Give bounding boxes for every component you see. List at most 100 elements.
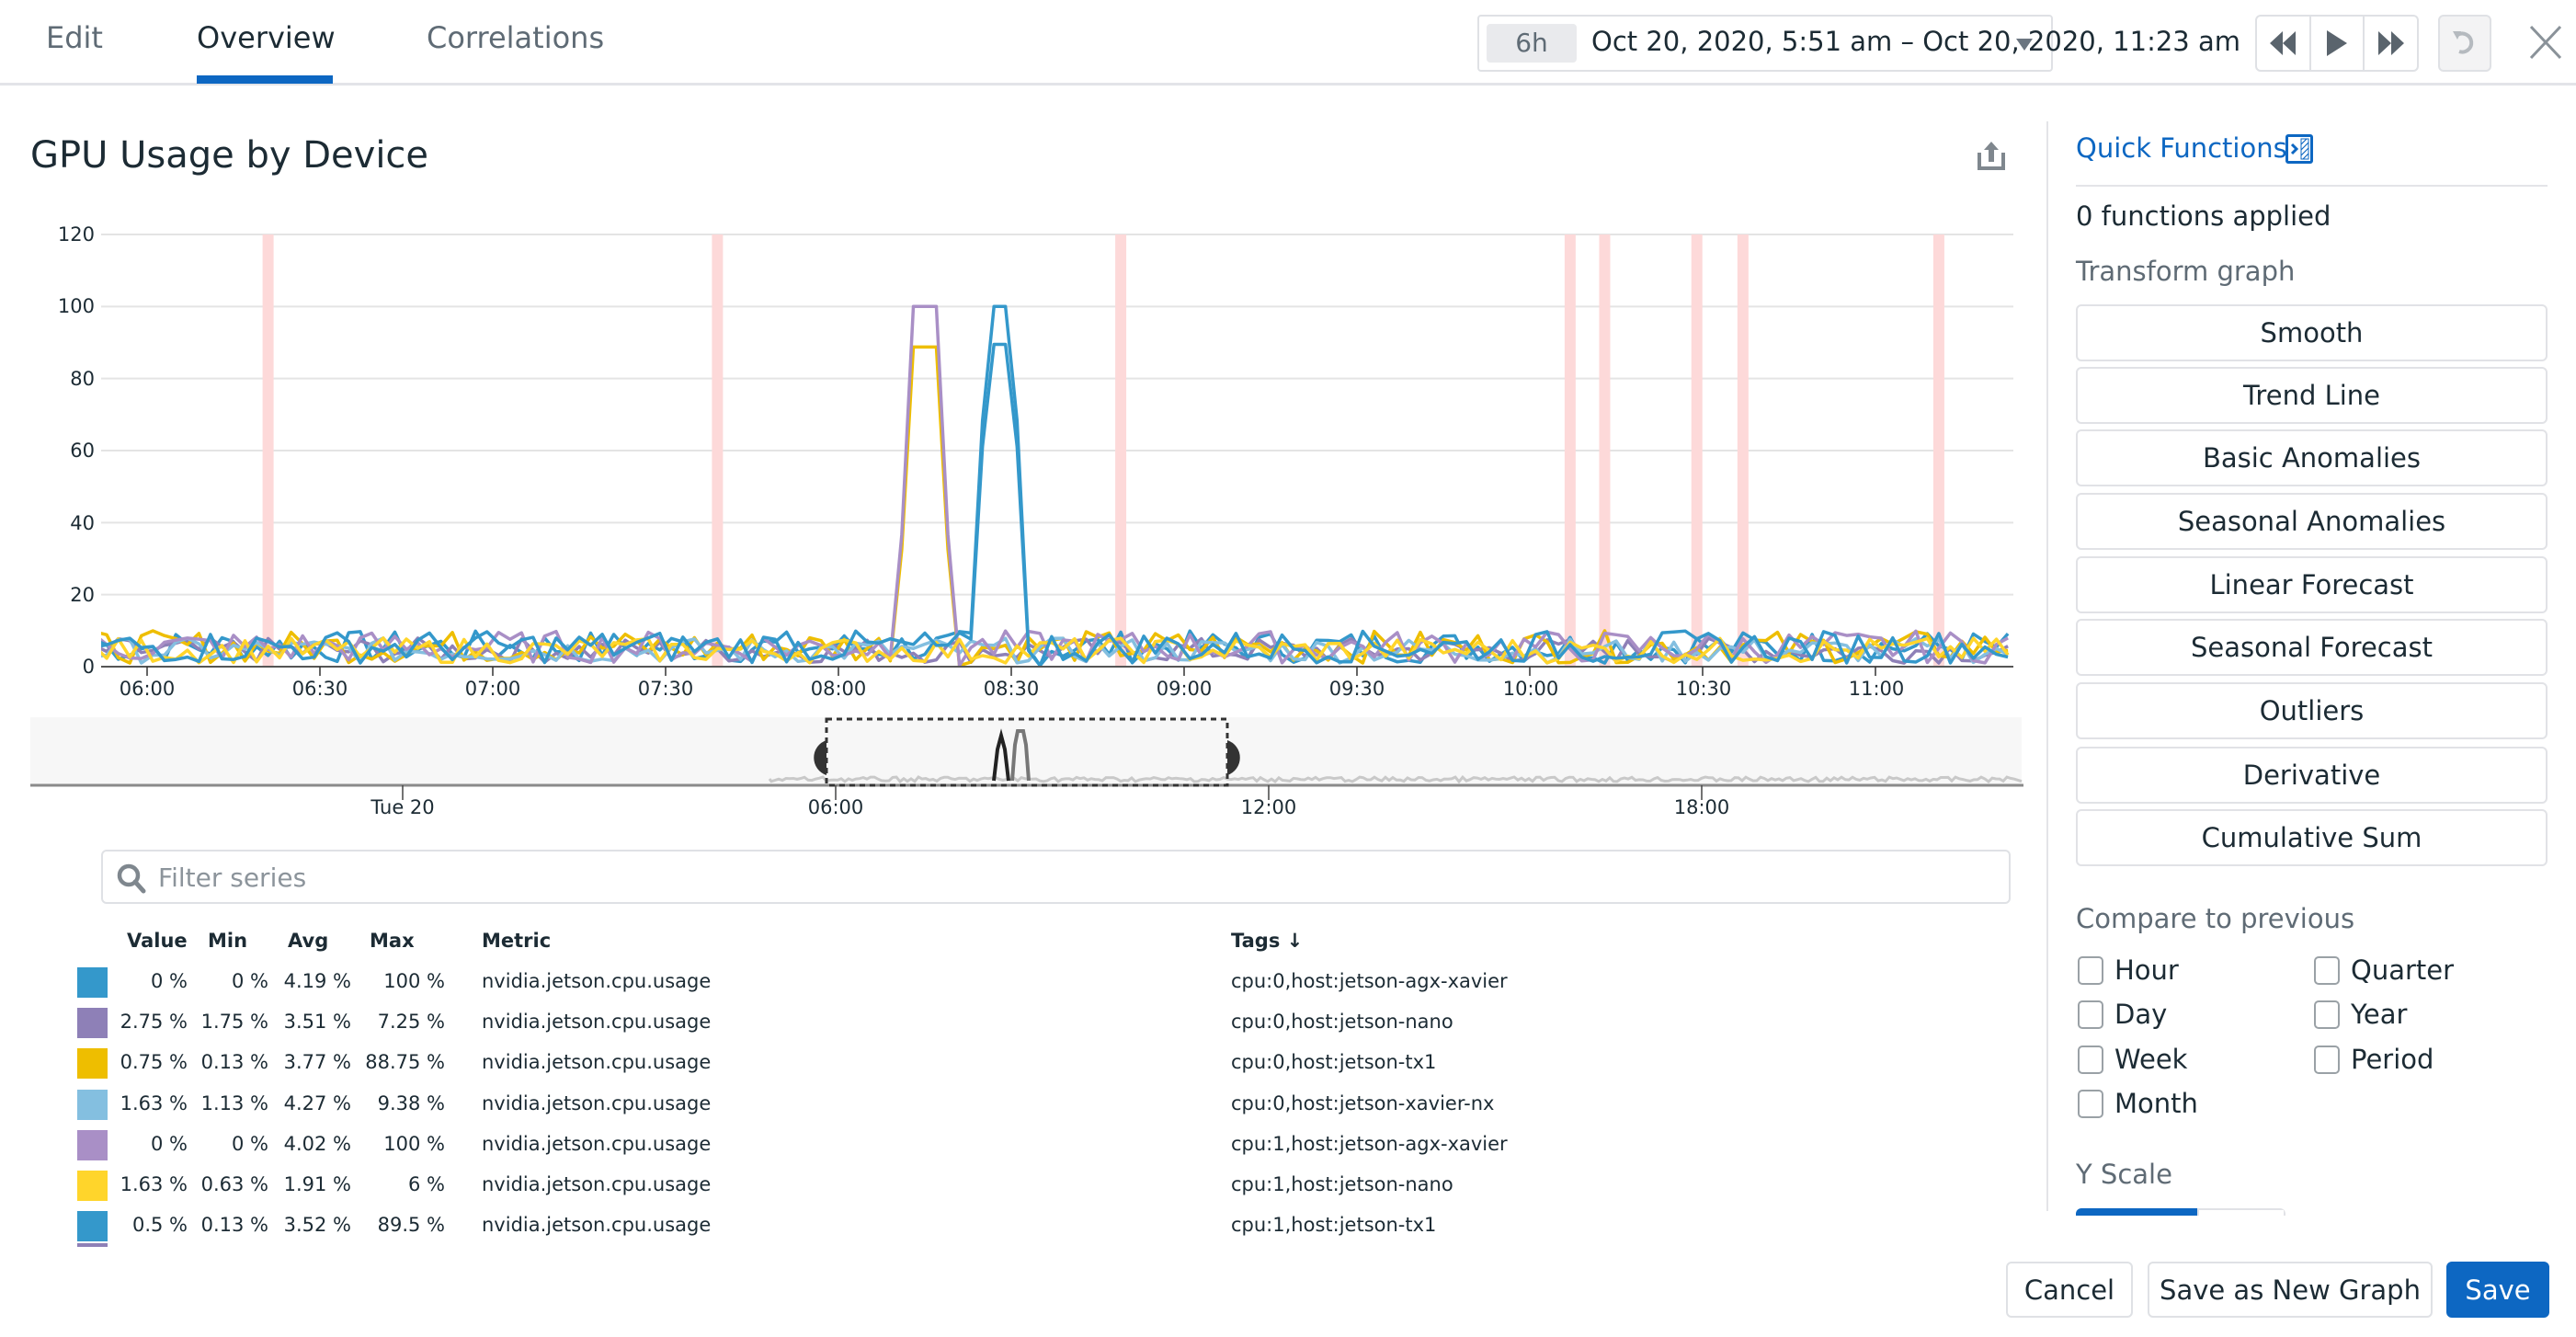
play-button[interactable]	[2311, 17, 2365, 70]
quick-functions-link[interactable]: Quick Functions	[2076, 132, 2287, 164]
y-scale-toggle[interactable]	[2076, 1208, 2285, 1216]
legend-row[interactable]: 0.5 % 0.13 % 3.52 % 89.5 % nvidia.jetson.cpu…	[77, 1209, 2008, 1250]
compare-hour-checkbox[interactable]: Hour	[2078, 954, 2179, 986]
minimap-label: 06:00	[807, 796, 864, 818]
y-scale-option-active[interactable]	[2076, 1208, 2197, 1216]
legend-row[interactable]: 1.63 % 0.63 % 1.91 % 6 % nvidia.jetson.cpu.u…	[77, 1169, 2008, 1209]
checkbox-label: Month	[2114, 1088, 2198, 1119]
time-range-picker[interactable]: 6h Oct 20, 2020, 5:51 am – Oct 20, 2020,…	[1477, 15, 2240, 72]
cell-metric: nvidia.jetson.cpu.usage	[482, 1011, 712, 1034]
col-header-tags[interactable]: Tags ↓	[1231, 930, 1304, 952]
y-scale-option[interactable]	[2197, 1208, 2285, 1216]
close-button[interactable]	[2523, 18, 2569, 66]
filter-series-input[interactable]	[158, 859, 1905, 896]
anomaly-band	[1599, 234, 1611, 667]
anomaly-band	[1691, 234, 1703, 667]
tab-overview[interactable]: Overview	[197, 20, 336, 55]
cell-max: 89.5 %	[377, 1214, 445, 1237]
col-header-min[interactable]: Min	[208, 930, 248, 952]
legend-row[interactable]: 2.75 % 1.75 % 3.51 % 7.25 % nvidia.jetson.cp…	[77, 1006, 2008, 1046]
minimap-label: Tue 20	[370, 796, 435, 818]
series-color-swatch	[77, 1008, 108, 1039]
x-tick-label: 10:30	[1675, 678, 1732, 700]
compare-period-checkbox[interactable]: Period	[2314, 1044, 2434, 1075]
legend-row[interactable]: 0 % 0 % 4.19 % 100 % nvidia.jetson.cpu.usage…	[77, 966, 2008, 1006]
series-lines	[101, 304, 2010, 668]
x-tick-label: 08:00	[810, 678, 867, 700]
y-scale-label: Y Scale	[2076, 1159, 2172, 1190]
tab-edit[interactable]: Edit	[46, 20, 103, 55]
share-icon	[1978, 142, 2005, 170]
compare-year-checkbox[interactable]: Year	[2314, 999, 2407, 1030]
rewind-button[interactable]	[2257, 17, 2311, 70]
cell-metric: nvidia.jetson.cpu.usage	[482, 1173, 712, 1195]
cell-min: 0.13 %	[200, 1051, 268, 1074]
cell-max: 6 %	[408, 1173, 445, 1195]
seasonal-anomalies-button[interactable]: Seasonal Anomalies	[2076, 493, 2548, 550]
compare-day-checkbox[interactable]: Day	[2078, 999, 2167, 1030]
basic-anomalies-button[interactable]: Basic Anomalies	[2076, 429, 2548, 486]
cell-min: 1.13 %	[200, 1091, 268, 1114]
legend-row[interactable]: 0.75 % 0.13 % 3.77 % 88.75 % nvidia.jetson.c…	[77, 1046, 2008, 1087]
seasonal-forecast-button[interactable]: Seasonal Forecast	[2076, 619, 2548, 676]
expand-panel-icon[interactable]	[2285, 134, 2313, 164]
checkbox-box[interactable]	[2314, 1045, 2340, 1074]
anomaly-band	[1564, 234, 1576, 667]
cumulative-sum-button[interactable]: Cumulative Sum	[2076, 809, 2548, 866]
filter-series-field[interactable]	[101, 850, 2011, 904]
graph-title: GPU Usage by Device	[30, 134, 429, 177]
compare-month-checkbox[interactable]: Month	[2078, 1088, 2198, 1119]
tab-correlations[interactable]: Correlations	[427, 20, 605, 55]
y-tick-label: 120	[57, 223, 95, 246]
timeseries-plot[interactable]	[101, 230, 2013, 676]
series-color-swatch	[77, 1129, 108, 1160]
col-header-avg[interactable]: Avg	[288, 930, 329, 952]
linear-forecast-button[interactable]: Linear Forecast	[2076, 556, 2548, 613]
y-tick-label: 80	[70, 368, 95, 390]
series-color-swatch	[77, 1171, 108, 1201]
checkbox-label: Quarter	[2351, 954, 2455, 986]
panel-divider	[2046, 121, 2048, 1211]
derivative-button[interactable]: Derivative	[2076, 747, 2548, 804]
x-tick-label: 10:00	[1502, 678, 1559, 700]
smooth-button[interactable]: Smooth	[2076, 304, 2548, 361]
y-tick-label: 40	[70, 512, 95, 534]
checkbox-label: Week	[2114, 1044, 2188, 1075]
cell-value: 0 %	[151, 970, 188, 992]
undo-button[interactable]	[2438, 15, 2491, 72]
save-button[interactable]: Save	[2446, 1262, 2549, 1318]
minimap-overlay[interactable]	[30, 713, 2023, 805]
cell-avg: 3.77 %	[283, 1051, 351, 1074]
y-tick-label: 60	[70, 440, 95, 462]
x-axis-ticks	[146, 667, 1876, 676]
cell-min: 0.13 %	[200, 1214, 268, 1237]
x-tick-label: 07:30	[637, 678, 694, 700]
outliers-button[interactable]: Outliers	[2076, 682, 2548, 739]
grid-lines	[101, 234, 2013, 668]
series-line	[101, 345, 2009, 668]
checkbox-box[interactable]	[2078, 955, 2103, 985]
y-tick-label: 20	[70, 584, 95, 606]
checkbox-box[interactable]	[2314, 1000, 2340, 1029]
compare-week-checkbox[interactable]: Week	[2078, 1044, 2187, 1075]
col-header-max[interactable]: Max	[370, 930, 415, 952]
export-button[interactable]	[1977, 140, 2006, 175]
save-as-new-graph-button[interactable]: Save as New Graph	[2148, 1262, 2433, 1318]
compare-quarter-checkbox[interactable]: Quarter	[2314, 954, 2454, 986]
checkbox-label: Period	[2351, 1044, 2434, 1075]
legend-row[interactable]: 1.63 % 1.13 % 4.27 % 9.38 % nvidia.jetson.cp…	[77, 1088, 2008, 1128]
checkbox-box[interactable]	[2314, 955, 2340, 985]
trend-line-button[interactable]: Trend Line	[2076, 367, 2548, 424]
col-header-value[interactable]: Value	[127, 930, 188, 952]
checkbox-box[interactable]	[2078, 1045, 2103, 1074]
series-line	[101, 342, 2009, 668]
fast-forward-button[interactable]	[2365, 17, 2417, 70]
legend-row[interactable]: 0 % 0 % 4.02 % 100 % nvidia.jetson.cpu.usage…	[77, 1128, 2008, 1169]
chevron-down-icon	[2016, 39, 2033, 51]
checkbox-box[interactable]	[2078, 1089, 2103, 1118]
x-tick-label: 09:00	[1156, 678, 1213, 700]
cancel-button[interactable]: Cancel	[2006, 1262, 2133, 1318]
cell-metric: nvidia.jetson.cpu.usage	[482, 1091, 712, 1114]
col-header-metric[interactable]: Metric	[482, 930, 552, 952]
checkbox-box[interactable]	[2078, 1000, 2103, 1029]
